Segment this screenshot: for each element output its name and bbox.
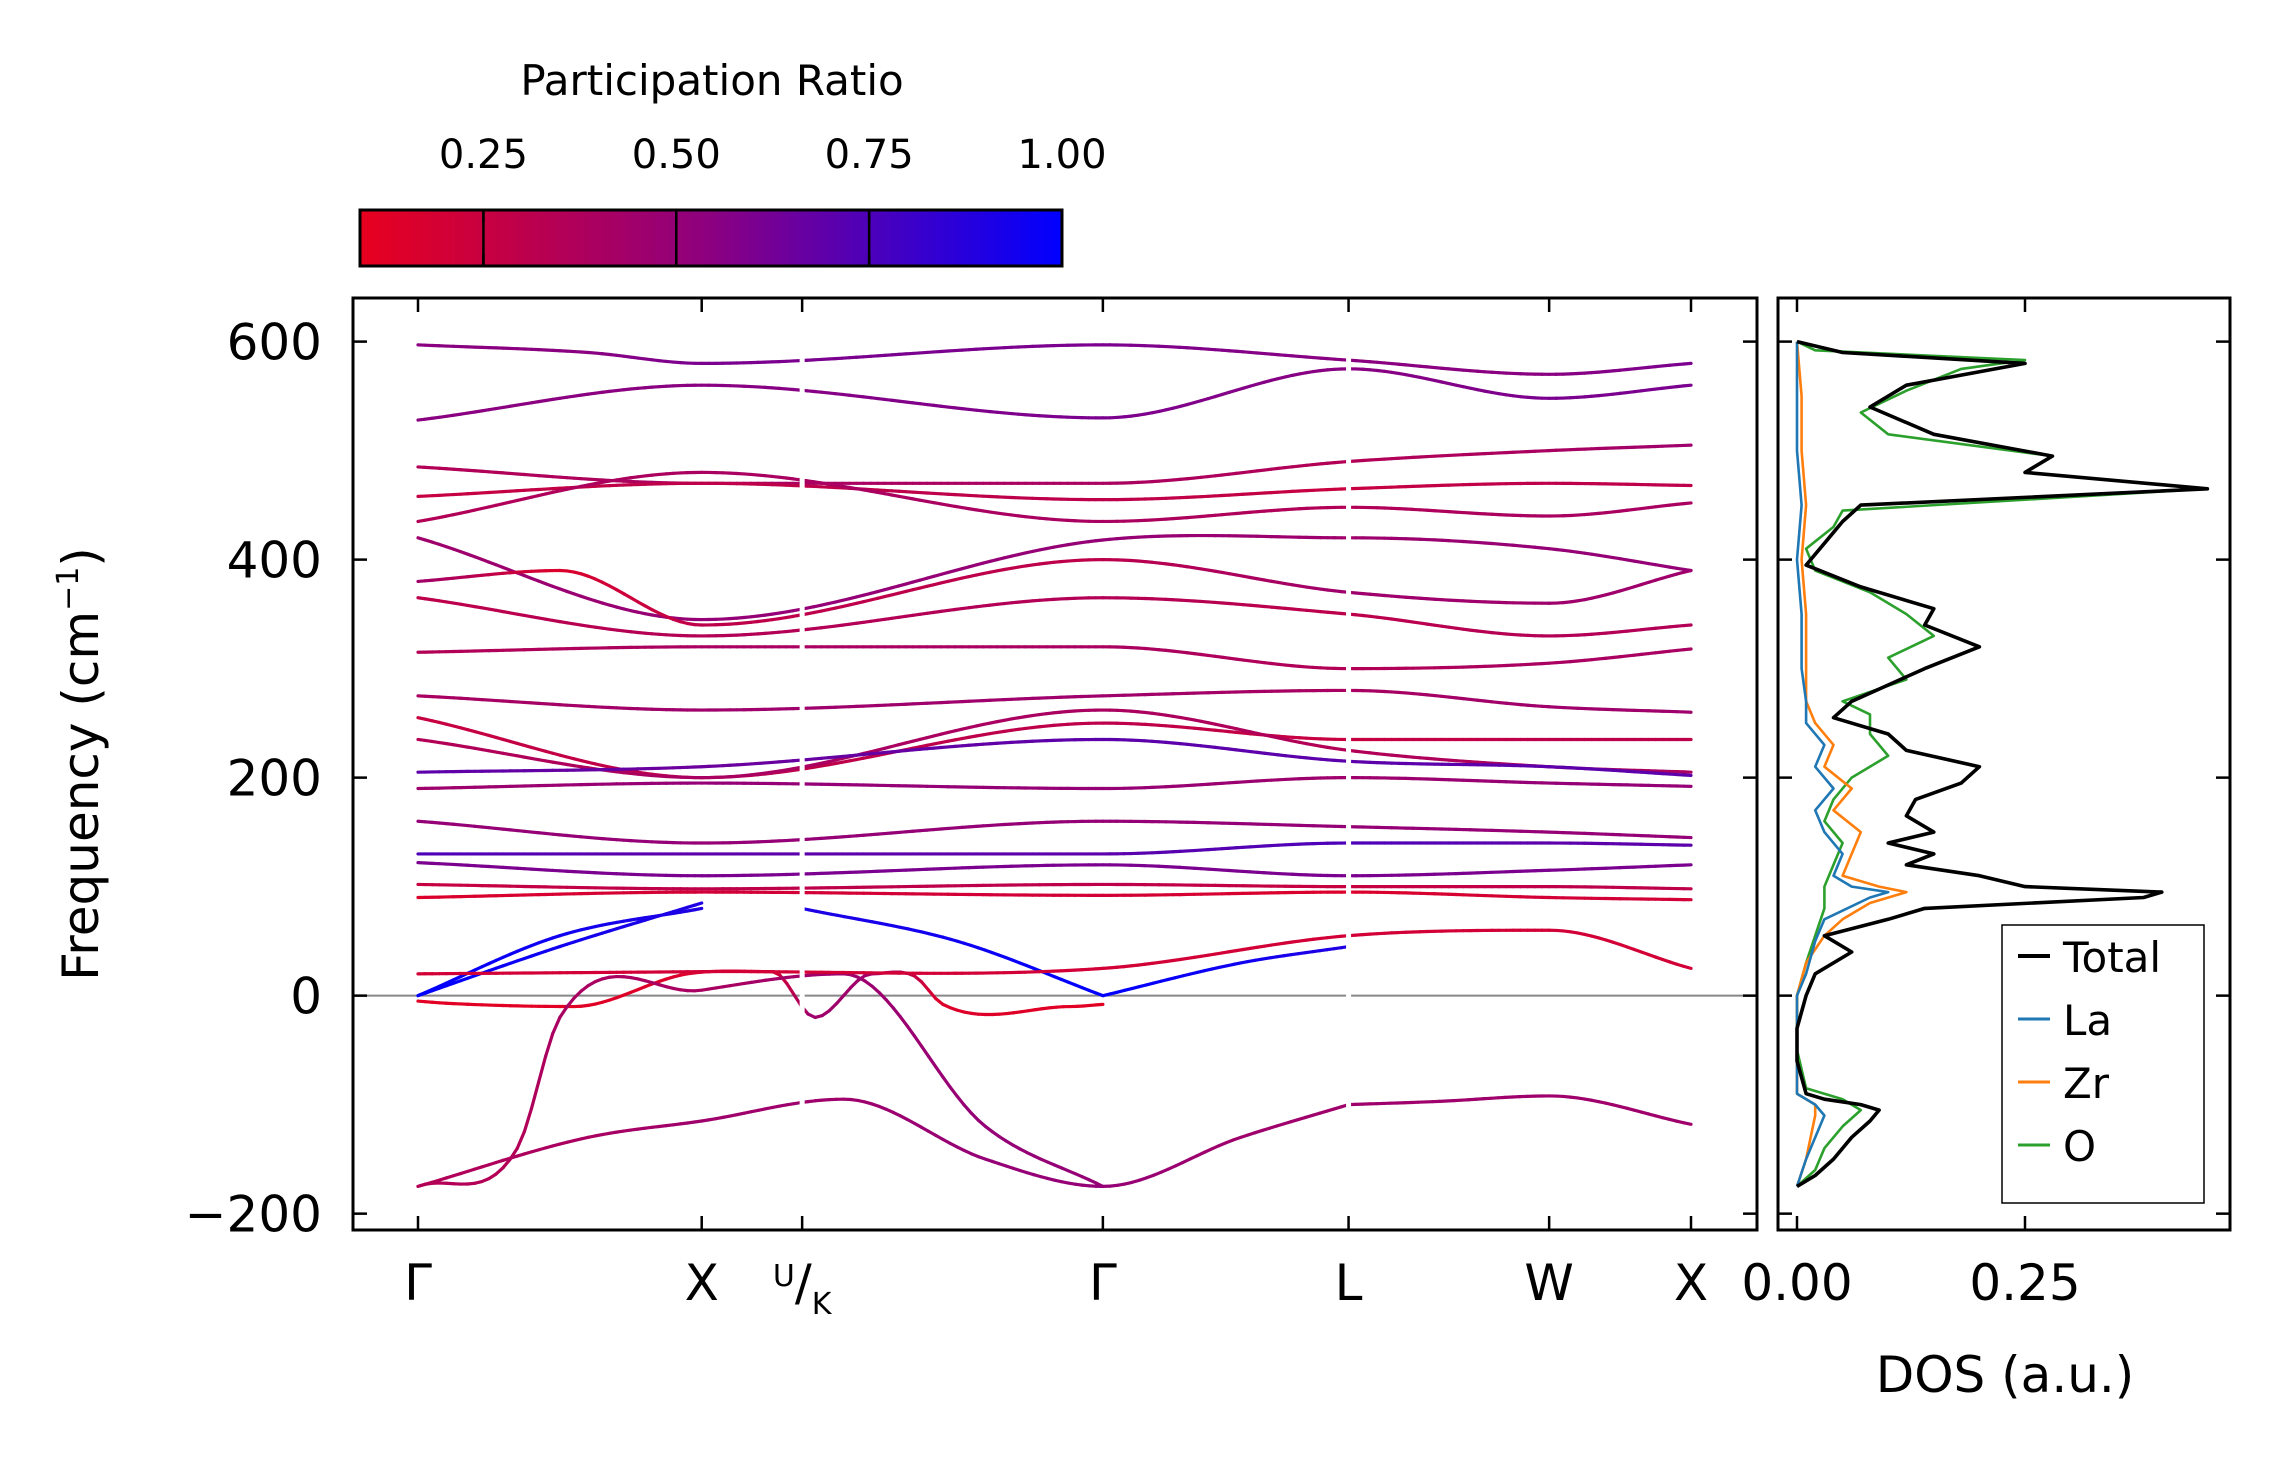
band-segment [524,1109,531,1132]
path-break-gap [800,300,805,1228]
band-segment [1684,1123,1691,1124]
band-segment [922,1046,929,1056]
band-soft-mode [418,971,1103,1017]
band-optic-600 [418,345,1691,374]
band-acoustic-3 [802,908,1103,995]
band-segment [900,1017,907,1026]
x-tick-label: X [1674,1254,1708,1312]
band-segment [936,1067,943,1077]
band-segment [914,1036,921,1046]
y-tick-label: 600 [227,314,322,372]
y-tick-label: 400 [227,532,322,590]
legend-label-la: La [2063,996,2112,1045]
x-tick-label: L [1335,1254,1363,1312]
y-tick-label: 0 [290,968,322,1026]
band-segment [907,1026,914,1036]
band-segment [929,990,936,998]
band-segment [560,1007,567,1018]
band-segment [539,1056,546,1082]
y-tick-label: 200 [227,750,322,808]
dos-x-tick-label: 0.00 [1741,1254,1852,1312]
band-segment [943,1077,950,1087]
band-segment [922,982,929,990]
band-segment [886,1000,893,1008]
dos-panel: 0.00 0.25 DOS (a.u.) Total La Zr O [1741,298,2230,1404]
band-optic-120 [418,863,1691,876]
band-segment [836,996,843,1004]
band-segment [1684,503,1691,504]
band-segment [1684,363,1691,364]
band-optic-390 [418,560,1691,625]
band-segment [1684,649,1691,650]
band-segment [950,1087,957,1096]
band-optic-205 [418,739,1691,775]
band-segment [957,1096,964,1105]
band-optic-130 [418,843,1691,854]
dos-line-zr [1797,342,1906,1187]
band-optic-100 [418,884,1691,888]
dos-x-tick-label: 0.25 [1969,1254,2080,1312]
path-break-gap [1346,300,1351,1228]
colorbar-tick-label: 0.50 [632,132,721,178]
legend-label-zr: Zr [2063,1059,2110,1108]
colorbar-tick-label: 1.00 [1017,132,1106,178]
band-optic-480 [418,445,1691,483]
band-segment [1684,625,1691,626]
band-optic-315 [418,647,1691,669]
x-tick-label: U/K [773,1254,833,1322]
colorbar-tick-label: 0.75 [825,132,914,178]
dos-x-axis-label: DOS (a.u.) [1876,1346,2135,1404]
band-lines [418,300,1691,1228]
band-segment [517,1132,524,1149]
band-segment [964,1105,971,1113]
band-structure-panel: −200 0 200 400 600 Γ X U/K Γ L W X Frequency (cm−1) [51,298,1757,1322]
band-optic-160 [418,821,1691,843]
band-segment [893,1008,900,1017]
colorbar-gradient [360,210,1062,266]
band-optic-275 [418,690,1691,712]
band-segment [787,984,794,995]
band-segment [1684,571,1691,573]
band-segment [1684,385,1691,386]
band-optic-90 [418,892,1691,900]
band-segment [553,1017,560,1033]
x-tick-label: X [685,1254,719,1312]
colorbar: Participation Ratio 0.25 0.50 0.75 1.00 [360,56,1107,266]
colorbar-title: Participation Ratio [520,56,903,105]
band-optic-190 [418,778,1691,789]
x-tick-label: Γ [1089,1254,1117,1312]
legend-label-o: O [2063,1122,2096,1171]
band-segment [695,903,702,905]
band-optic-400 [418,536,1691,620]
band-optic-435 [418,472,1691,521]
band-segment [1684,966,1691,968]
band-unstable-2 [418,1099,1349,1186]
y-axis-label: Frequency (cm−1) [51,547,110,981]
legend-label-total: Total [2062,933,2161,982]
band-segment [1096,1004,1102,1005]
band-segment [531,1082,538,1108]
band-optic-55 [418,930,1691,974]
band-segment [546,1033,553,1056]
band-segment [695,908,702,909]
x-tick-label: Γ [404,1254,432,1312]
x-tick-label: W [1524,1254,1573,1312]
band-optic-460 [418,483,1691,499]
band-optic-560 [418,369,1691,420]
y-tick-label: −200 [185,1186,322,1244]
legend: Total La Zr O [2002,925,2204,1203]
band-segment [844,988,851,996]
band-unstable-3 [1349,1096,1691,1124]
band-segment [929,1057,936,1067]
colorbar-tick-label: 0.25 [439,132,528,178]
